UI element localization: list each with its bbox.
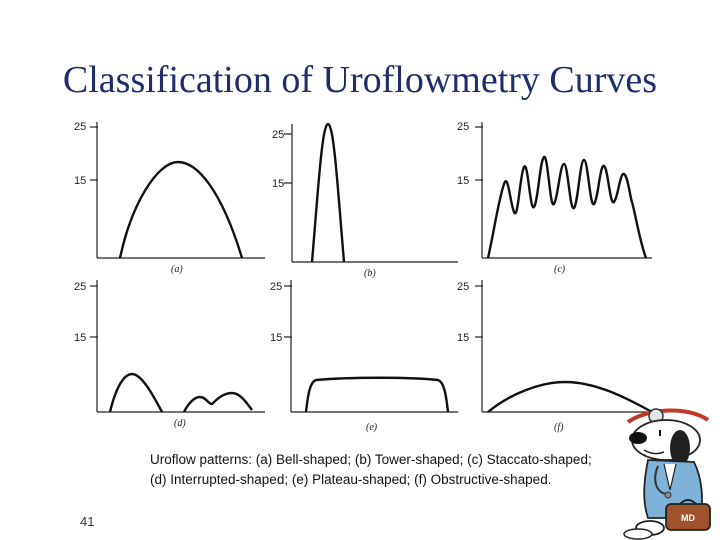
panel-b-tick-25: 25 <box>272 129 284 141</box>
panel-f: 25 15 (f) <box>457 280 653 433</box>
panel-c-tick-15: 15 <box>457 175 469 187</box>
doctor-bag-badge: MD <box>681 513 695 523</box>
uroflow-panels-svg: 25 15 (a) 25 15 (b) 25 15 <box>74 121 653 433</box>
panel-b-curve <box>310 122 346 263</box>
panel-e-tick-25: 25 <box>270 281 282 293</box>
panel-c: 25 15 (c) <box>457 121 652 275</box>
panel-d-label: (d) <box>174 418 186 429</box>
panel-b: 25 15 (b) <box>272 122 458 279</box>
slide-title: Classification of Uroflowmetry Curves <box>62 59 658 101</box>
caption-line-1: Uroflow patterns: (a) Bell-shaped; (b) T… <box>150 452 592 467</box>
panel-c-label: (c) <box>554 264 566 275</box>
doctor-bag-handle <box>679 499 697 505</box>
headband-shape <box>626 408 710 424</box>
ear-shape <box>670 430 690 466</box>
panel-d-curve-burst-2 <box>182 391 253 413</box>
collar-shape <box>663 463 677 491</box>
panel-c-tick-25: 25 <box>457 121 469 133</box>
panel-e-curve <box>304 376 450 413</box>
slide-number: 41 <box>80 514 95 529</box>
doctor-bag-shape <box>665 503 711 531</box>
panel-a-label: (a) <box>171 264 183 275</box>
mouth-shape <box>643 449 665 455</box>
panel-d-curve-burst-1 <box>108 372 164 413</box>
panel-d-tick-15: 15 <box>74 332 86 344</box>
uroflow-pattern-figure: 25 15 (a) 25 15 (b) 25 15 <box>70 112 660 442</box>
panel-d: 25 15 (d) <box>74 280 265 429</box>
panel-f-label: (f) <box>554 422 564 433</box>
panel-a-tick-15: 15 <box>74 175 86 187</box>
snoopy-doctor-illustration: MD <box>608 400 720 540</box>
panel-f-curve <box>487 380 653 414</box>
panel-e-tick-15: 15 <box>270 332 282 344</box>
panel-c-curve <box>486 155 648 259</box>
panel-f-tick-15: 15 <box>457 332 469 344</box>
nose-shape <box>629 432 647 444</box>
panel-e: 25 15 (e) <box>270 280 458 433</box>
panel-f-tick-25: 25 <box>457 281 469 293</box>
panel-b-label: (b) <box>364 268 376 279</box>
stethoscope-chest-piece <box>664 491 672 499</box>
snoopy-doctor-icon: MD <box>623 408 711 540</box>
panel-a-curve <box>118 160 244 259</box>
panel-a-tick-25: 25 <box>74 121 86 133</box>
panel-e-label: (e) <box>366 422 378 433</box>
panel-d-tick-25: 25 <box>74 281 86 293</box>
panel-a: 25 15 (a) <box>74 121 265 275</box>
figure-caption: Uroflow patterns: (a) Bell-shaped; (b) T… <box>150 450 670 490</box>
stethoscope-shape <box>654 465 667 495</box>
caption-line-2: (d) Interrupted-shaped; (e) Plateau-shap… <box>150 472 552 487</box>
panel-b-tick-15: 15 <box>272 178 284 190</box>
right-foot-shape <box>623 528 653 540</box>
